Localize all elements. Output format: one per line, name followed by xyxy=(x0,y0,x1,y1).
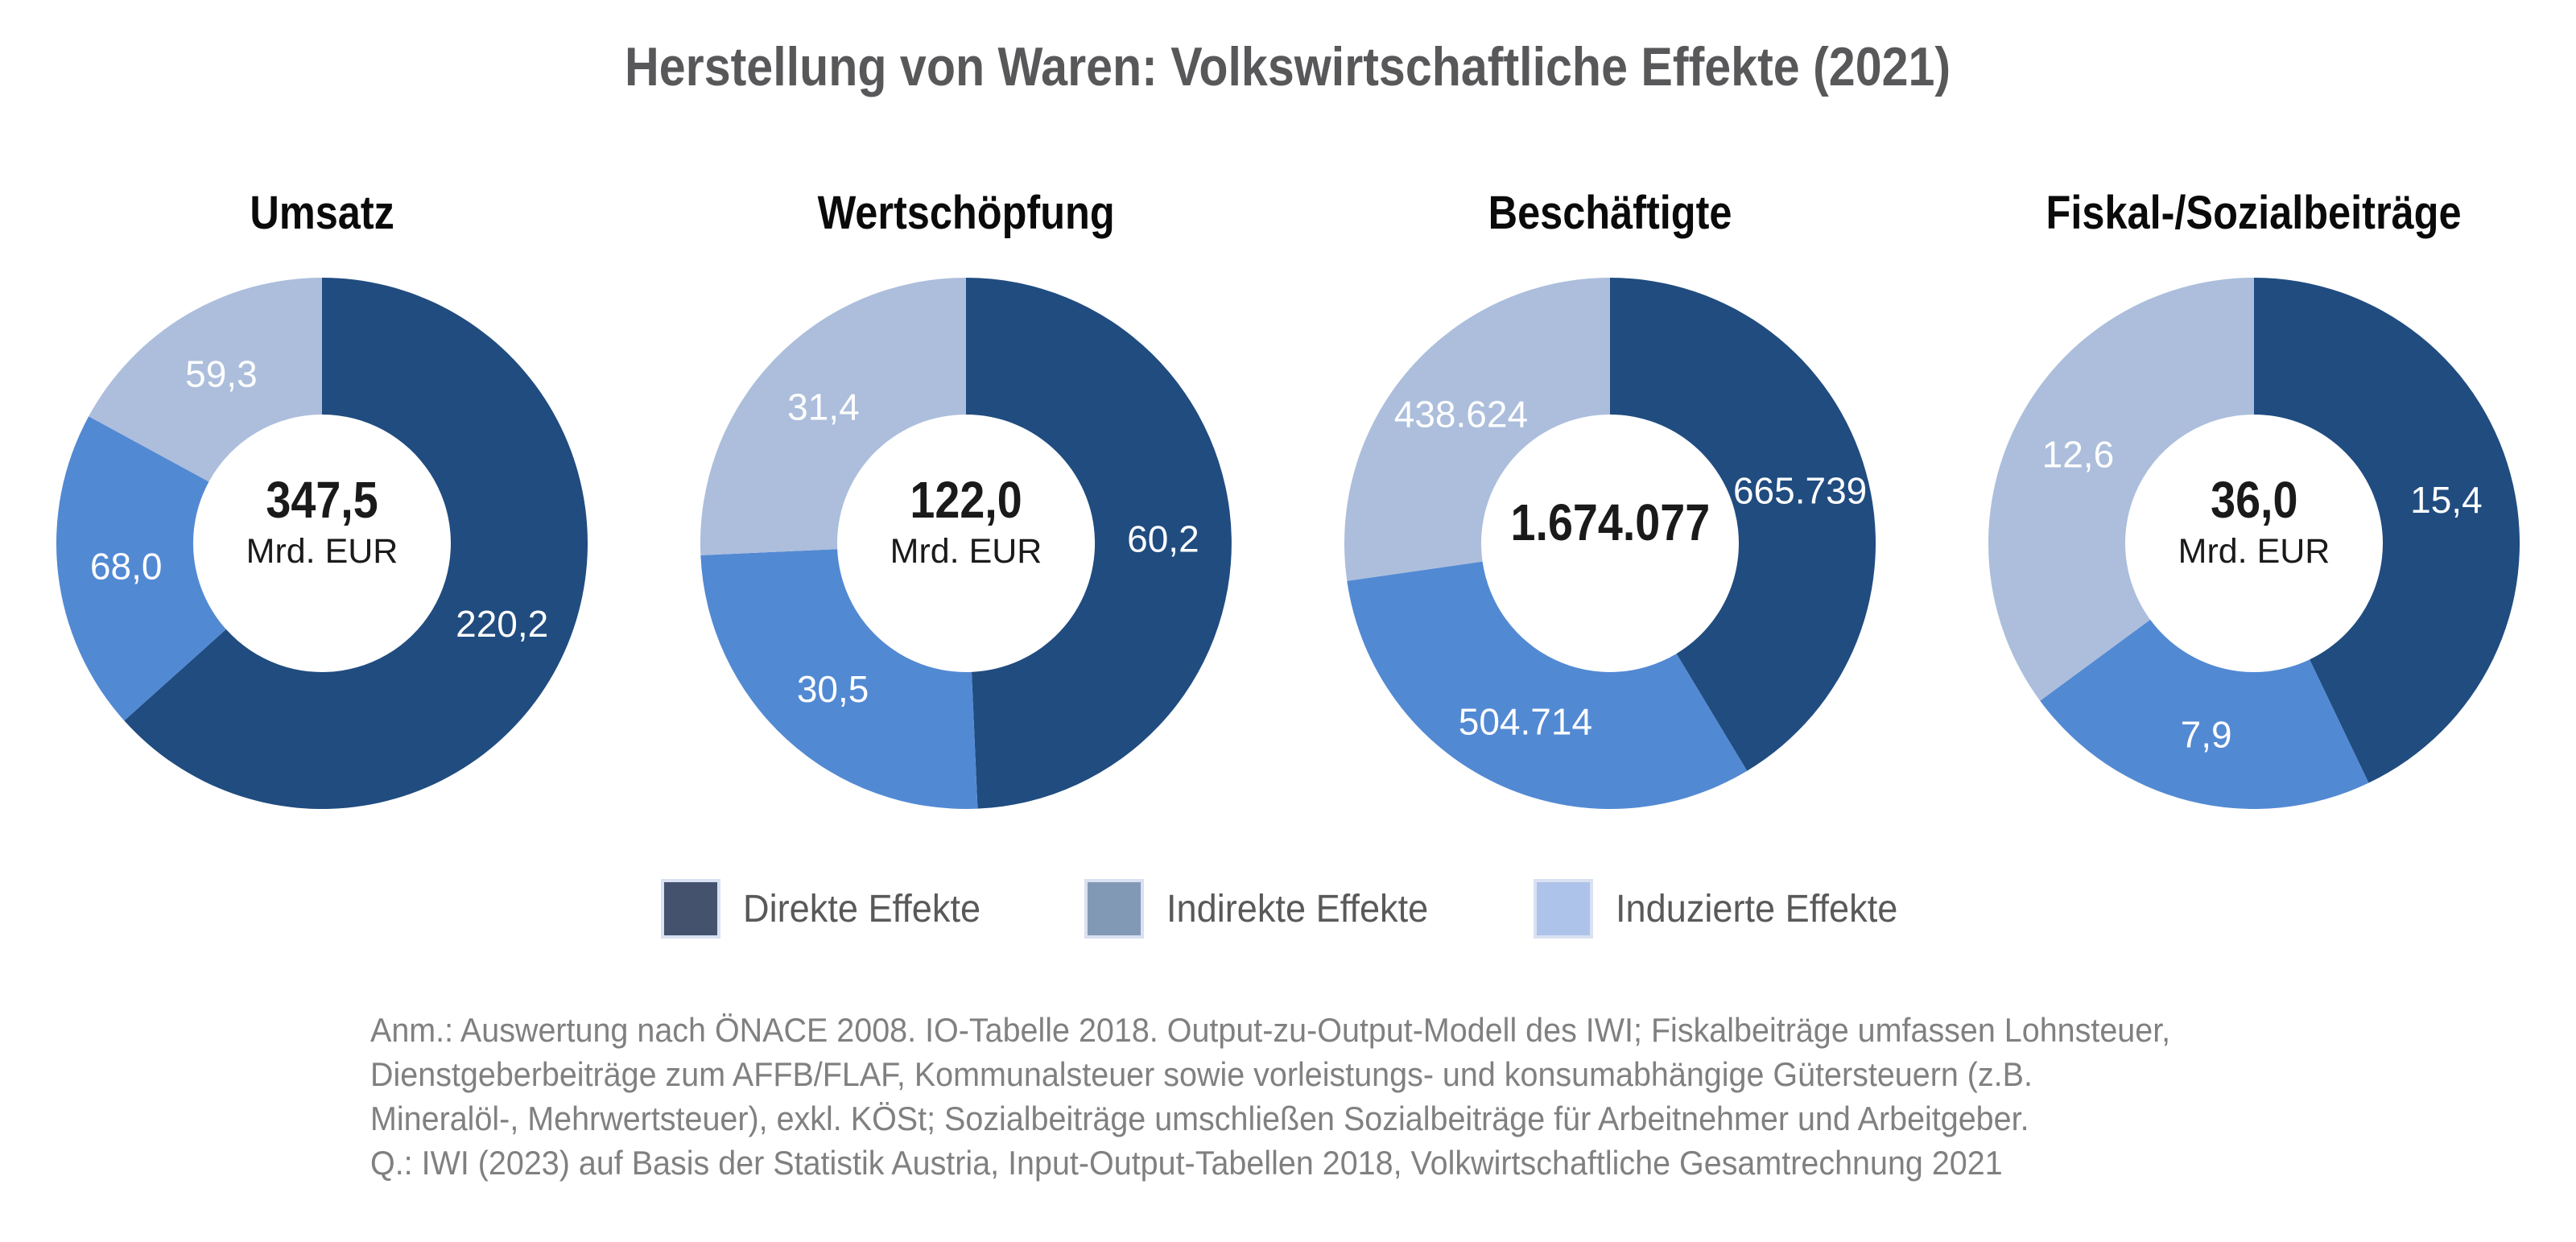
donut-beschaeftigte: 665.739 504.714 438.624 1.674.077 xyxy=(1344,278,1876,809)
donut-svg-umsatz: 220,2 68,0 59,3 xyxy=(56,278,588,809)
donut-title-beschaeftigte-text: Beschäftigte xyxy=(1488,187,1732,239)
legend-item-direkte: Direkte Effekte xyxy=(660,879,996,939)
donut-chart-beschaeftigte: Beschäftigte 665.739 504.714 438.624 1.674… xyxy=(1288,185,1932,809)
segment-value-label: 68,0 xyxy=(90,545,163,587)
donut-chart-wertschoepfung: Wertschöpfung 60,2 30,5 31,4 122,0 Mrd. EU… xyxy=(644,185,1288,809)
page-title: Herstellung von Waren: Volkswirtschaftli… xyxy=(0,35,2576,98)
segment-value-label: 665.739 xyxy=(1733,469,1867,511)
footnote-line-4: Q.: IWI (2023) auf Basis der Statistik A… xyxy=(370,1141,2343,1185)
donut-segment-direkte-effekte xyxy=(124,278,588,809)
footnote-line-3: Mineralöl-, Mehrwertsteuer), exkl. KÖSt;… xyxy=(370,1096,2343,1141)
donut-svg-fiskal: 15,4 7,9 12,6 xyxy=(1988,278,2520,809)
footnote-line-2: Dienstgeberbeiträge zum AFFB/FLAF, Kommu… xyxy=(370,1052,2343,1096)
segment-value-label: 438.624 xyxy=(1394,394,1528,435)
segment-value-label: 220,2 xyxy=(456,603,548,645)
donut-segment-direkte-effekte xyxy=(2254,278,2520,783)
legend-swatch-direkte xyxy=(660,879,720,939)
donut-segment-induzierte-effekte xyxy=(89,278,323,482)
segment-value-label: 7,9 xyxy=(2181,714,2232,756)
footnote-line-1-text: Anm.: Auswertung nach ÖNACE 2008. IO-Tab… xyxy=(370,1011,2171,1049)
footnote: Anm.: Auswertung nach ÖNACE 2008. IO-Tab… xyxy=(370,1008,2343,1185)
legend-label-induzierte: Induzierte Effekte xyxy=(1616,887,1916,931)
donut-title-umsatz: Umsatz xyxy=(239,185,405,241)
legend-label-direkte-text: Direkte Effekte xyxy=(742,887,980,930)
footnote-line-2-text: Dienstgeberbeiträge zum AFFB/FLAF, Kommu… xyxy=(370,1055,2033,1093)
segment-value-label: 15,4 xyxy=(2410,479,2483,521)
page-title-text: Herstellung von Waren: Volkswirtschaftli… xyxy=(625,36,1951,97)
donut-umsatz: 220,2 68,0 59,3 347,5 Mrd. EUR xyxy=(56,278,588,809)
segment-value-label: 59,3 xyxy=(185,353,258,394)
donut-title-wertschoepfung: Wertschöpfung xyxy=(795,185,1137,241)
donut-segment-indirekte-effekte xyxy=(2040,619,2369,809)
donut-chart-fiskal: Fiskal-/Sozialbeiträge 15,4 7,9 12,6 36,0 … xyxy=(1932,185,2576,809)
donut-wertschoepfung: 60,2 30,5 31,4 122,0 Mrd. EUR xyxy=(700,278,1232,809)
donut-segment-direkte-effekte xyxy=(966,278,1232,809)
legend-swatch-indirekte xyxy=(1084,879,1144,939)
donut-chart-umsatz: Umsatz 220,2 68,0 59,3 347,5 Mrd. EUR xyxy=(0,185,644,809)
legend-label-indirekte-text: Indirekte Effekte xyxy=(1166,887,1428,930)
footnote-line-4-text: Q.: IWI (2023) auf Basis der Statistik A… xyxy=(370,1144,2003,1182)
donut-fiskal: 15,4 7,9 12,6 36,0 Mrd. EUR xyxy=(1988,278,2520,809)
legend-label-induzierte-text: Induzierte Effekte xyxy=(1615,887,1897,930)
segment-value-label: 60,2 xyxy=(1127,518,1199,560)
donut-segment-induzierte-effekte xyxy=(700,278,966,555)
donut-title-umsatz-text: Umsatz xyxy=(250,187,394,239)
donut-charts-row: Umsatz 220,2 68,0 59,3 347,5 Mrd. EUR Wert… xyxy=(0,185,2576,809)
donut-segment-indirekte-effekte xyxy=(1347,561,1748,809)
donut-segment-indirekte-effekte xyxy=(700,549,978,809)
donut-segment-indirekte-effekte xyxy=(56,416,226,721)
legend-label-indirekte: Indirekte Effekte xyxy=(1166,887,1445,931)
segment-value-label: 31,4 xyxy=(787,386,860,428)
segment-value-label: 12,6 xyxy=(2042,433,2115,475)
legend-label-direkte: Direkte Effekte xyxy=(743,887,996,931)
legend-item-induzierte: Induzierte Effekte xyxy=(1533,879,1916,939)
donut-title-fiskal: Fiskal-/Sozialbeiträge xyxy=(2015,185,2492,241)
donut-segment-direkte-effekte xyxy=(1610,278,1876,771)
donut-svg-beschaeftigte: 665.739 504.714 438.624 xyxy=(1344,278,1876,809)
legend-swatch-induzierte xyxy=(1533,879,1593,939)
segment-value-label: 30,5 xyxy=(797,668,869,710)
legend-item-indirekte: Indirekte Effekte xyxy=(1084,879,1445,939)
donut-segment-induzierte-effekte xyxy=(1344,278,1610,581)
legend: Direkte Effekte Indirekte Effekte Induzi… xyxy=(0,879,2576,939)
donut-title-wertschoepfung-text: Wertschöpfung xyxy=(817,187,1115,239)
donut-segment-induzierte-effekte xyxy=(1988,278,2254,701)
donut-title-beschaeftigte: Beschäftigte xyxy=(1470,185,1750,241)
segment-value-label: 504.714 xyxy=(1459,700,1592,742)
donut-svg-wertschoepfung: 60,2 30,5 31,4 xyxy=(700,278,1232,809)
footnote-line-1: Anm.: Auswertung nach ÖNACE 2008. IO-Tab… xyxy=(370,1008,2343,1052)
footnote-line-3-text: Mineralöl-, Mehrwertsteuer), exkl. KÖSt;… xyxy=(370,1100,2029,1137)
donut-title-fiskal-text: Fiskal-/Sozialbeiträge xyxy=(2046,187,2462,239)
